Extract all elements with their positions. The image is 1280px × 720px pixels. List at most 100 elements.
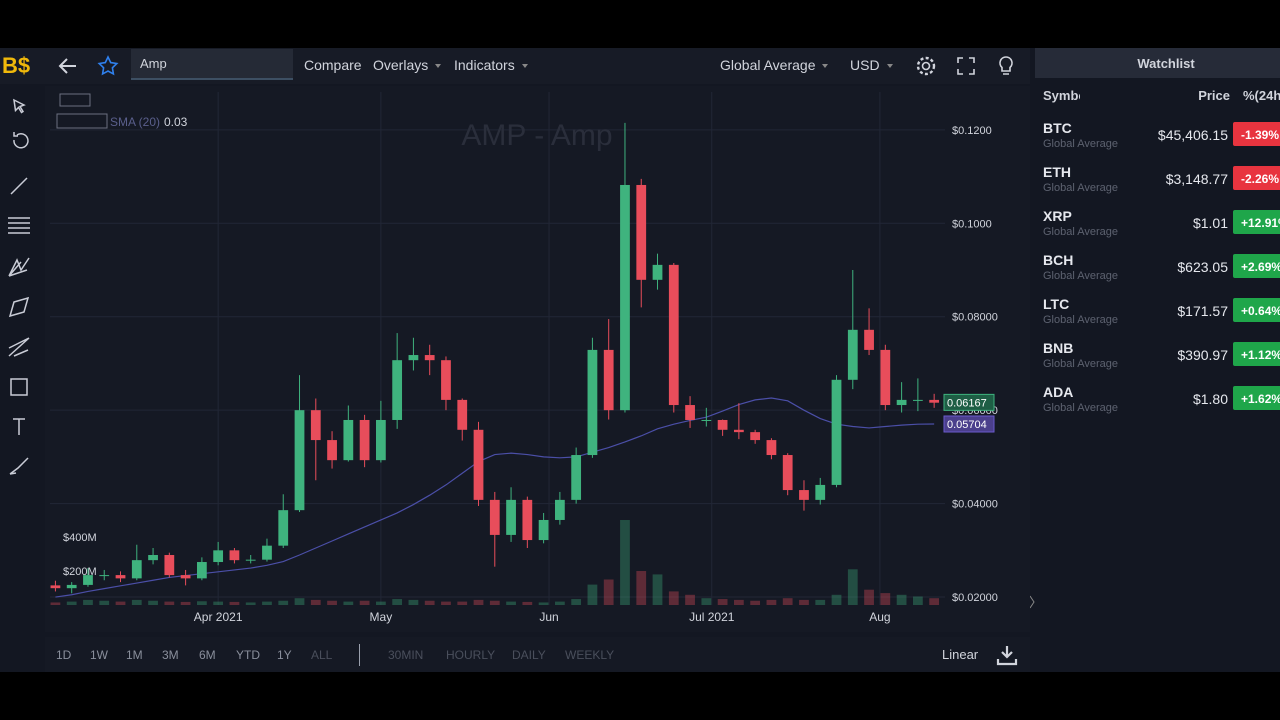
range-button[interactable]: ALL [311,648,333,662]
logo: B$ [2,53,31,78]
volume-bar [294,598,305,605]
source: Global Average [1043,402,1119,414]
range-button[interactable]: 1D [56,648,72,662]
search-box[interactable] [131,49,293,80]
volume-bar [636,571,647,605]
watermark-title: AMP - Amp [461,119,612,152]
candle-body [896,399,907,406]
price: $45,406.15 [1157,127,1228,143]
candle-body [489,499,500,535]
candle-body [66,584,77,589]
interval-button[interactable]: 30MIN [388,648,424,662]
interval-button[interactable]: HOURLY [446,648,496,662]
candle-body [196,562,207,579]
volume-bar [750,600,761,605]
candle-body [701,419,712,421]
column-header: %(24h) [1243,88,1280,103]
y-tick-label: $0.04000 [952,499,998,511]
candle-body [929,399,940,403]
volume-bar [652,574,663,605]
volume-bar [213,601,224,605]
drawing-tools[interactable] [6,94,34,484]
candle-body [636,184,647,280]
volume-bar [359,600,370,605]
price: $390.97 [1177,347,1228,363]
source: Global Average [1043,182,1119,194]
candle-body [50,585,61,589]
price: $1.80 [1192,391,1228,407]
price: $3,148.77 [1165,171,1228,187]
candle-body [457,399,468,430]
volume-bar [733,599,744,605]
search-text[interactable]: Amp [140,56,167,71]
candle-body [815,484,826,500]
volume-bar [441,601,451,605]
indicator-label: SMA (20) [110,115,160,129]
volume-bar [457,601,468,605]
candle-body [652,264,663,280]
idea-button[interactable] [994,54,1018,78]
indicators-menu[interactable]: Indicators [454,57,528,73]
candle-body [392,360,403,420]
indicators-label[interactable]: Indicators [454,57,515,73]
range-button[interactable]: 3M [162,648,179,662]
change-badge [1233,386,1280,410]
interval-button[interactable]: DAILY [512,648,546,662]
volume-bar [880,593,891,605]
currency-menu[interactable]: USD [850,57,893,73]
candle-body [213,550,224,563]
range-button[interactable]: 1W [90,648,108,662]
range-button[interactable]: 1Y [277,648,292,662]
x-tick-label: Jun [539,610,558,624]
candle-body [864,329,874,350]
volume-bar [99,600,110,605]
candle-body [375,419,386,461]
candle-body [750,432,761,441]
candle-body [408,355,419,361]
volume-bar [180,601,191,605]
compare-button[interactable]: Compare [304,57,362,73]
y-tick-label: $0.1000 [952,218,992,230]
overlays-label[interactable]: Overlays [373,57,429,73]
separator [359,644,360,666]
fullscreen-button[interactable] [954,54,978,78]
collapse-handle[interactable] [1029,592,1035,612]
range-button[interactable]: YTD [236,648,260,662]
overlays-menu[interactable]: Overlays [373,57,441,73]
candle-body [831,379,842,485]
download-button[interactable] [995,644,1019,666]
legend-icons [59,93,91,107]
settings-button[interactable] [914,54,938,78]
source-label[interactable]: Global Average [720,57,816,73]
favorite-button[interactable] [96,54,120,78]
change: +0.64% [1241,304,1280,318]
volume-bar [685,594,695,605]
column-header: Symbol [1043,88,1080,103]
change: -2.26% [1241,172,1280,186]
range-button[interactable]: 6M [199,648,216,662]
interval-button[interactable]: WEEKLY [565,648,615,662]
watchlist-title: Watchlist [1137,56,1195,71]
currency-label[interactable]: USD [850,57,880,73]
source: Global Average [1043,314,1119,326]
back-button[interactable] [56,54,80,78]
scale-button[interactable]: Linear [942,647,979,662]
volume-bar [847,569,858,605]
volume-bar [262,601,272,605]
chart-background [45,86,1030,632]
volume-bar [489,600,500,605]
candle-body [359,419,370,461]
change-badge [1233,166,1280,190]
volume-bar [912,596,923,605]
volume-bar [375,601,386,605]
range-button[interactable]: 1M [126,648,143,662]
candle-body [571,455,582,500]
symbol: XRP [1043,208,1072,224]
indicator-value: 0.03 [164,115,188,129]
volume-bar [896,594,907,605]
symbol: ETH [1043,164,1071,180]
source-menu[interactable]: Global Average [720,57,828,73]
candle-body [685,405,695,420]
watchlist-header [1035,48,1280,78]
